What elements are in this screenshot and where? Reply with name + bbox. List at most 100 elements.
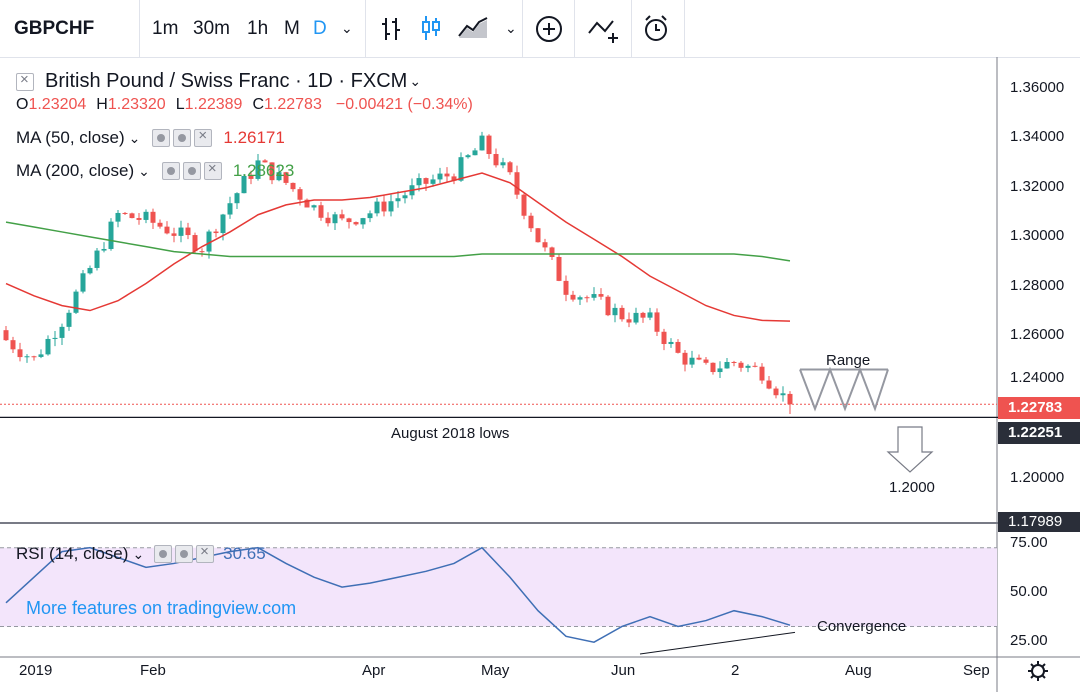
- collapse-icon[interactable]: [16, 71, 34, 91]
- candle-body: [451, 176, 457, 181]
- candle-body: [297, 189, 303, 200]
- candle-body: [724, 361, 730, 369]
- candle-body: [437, 173, 443, 180]
- candle-body: [367, 213, 373, 219]
- candle-body: [52, 337, 58, 339]
- eye-icon[interactable]: [154, 545, 173, 563]
- candle-body: [143, 211, 149, 220]
- candle-body: [150, 211, 156, 223]
- candle-body: [787, 393, 793, 405]
- toolbar-divider: [522, 0, 523, 57]
- interval-1m[interactable]: 1m: [152, 17, 179, 39]
- watermark-link[interactable]: More features on tradingview.com: [26, 598, 297, 618]
- candle-body: [654, 312, 660, 332]
- series-title[interactable]: British Pound / Swiss Franc · 1D · FXCM: [45, 70, 408, 92]
- gear-icon[interactable]: [175, 545, 194, 563]
- price-tick: 1.28000: [1010, 277, 1065, 294]
- candle-body: [45, 338, 51, 355]
- candle-body: [710, 362, 716, 373]
- candle-body: [178, 227, 184, 236]
- candle-body: [283, 172, 289, 183]
- candle-body: [199, 251, 205, 253]
- high-label: H: [96, 96, 108, 113]
- candle-body: [563, 280, 569, 295]
- rsi-label[interactable]: RSI (14, close): [16, 544, 129, 563]
- candle-body: [528, 215, 534, 229]
- price-tick: 1.30000: [1010, 227, 1065, 244]
- candle-body: [472, 150, 478, 156]
- time-tick: 2: [731, 662, 740, 679]
- candle-body: [717, 368, 723, 373]
- candle-body: [556, 256, 562, 281]
- ma50-label[interactable]: MA (50, close): [16, 128, 125, 147]
- candle-body: [17, 349, 23, 358]
- candle-body: [388, 201, 394, 212]
- close-icon[interactable]: [203, 160, 222, 180]
- interval-month[interactable]: M: [284, 17, 300, 39]
- interval-day[interactable]: D: [313, 17, 327, 39]
- candle-body: [234, 193, 240, 204]
- ma50-value: 1.26171: [223, 128, 285, 147]
- price-tick: 1.34000: [1010, 128, 1065, 145]
- symbol-search[interactable]: GBPCHF: [14, 17, 95, 39]
- candle-body: [633, 312, 639, 323]
- candle-body: [500, 162, 506, 166]
- candle-body: [619, 307, 625, 320]
- range-annotation: Range: [826, 352, 871, 369]
- high-value: 1.23320: [107, 96, 166, 113]
- candle-body: [752, 365, 758, 367]
- candles-style-icon[interactable]: [420, 14, 442, 42]
- ma200-label[interactable]: MA (200, close): [16, 161, 135, 180]
- chevron-down-icon[interactable]: ⌄: [132, 545, 145, 562]
- chevron-down-icon[interactable]: ⌄: [409, 73, 422, 89]
- candle-body: [416, 178, 422, 186]
- convergence-annotation: Convergence: [817, 618, 907, 635]
- candle-body: [661, 331, 667, 345]
- close-icon[interactable]: [194, 127, 213, 147]
- candle-body: [94, 250, 100, 268]
- area-style-icon[interactable]: [457, 16, 489, 42]
- chevron-down-icon[interactable]: ⌄: [505, 20, 517, 36]
- candle-body: [325, 217, 331, 224]
- eye-icon[interactable]: [152, 129, 171, 147]
- alert-icon[interactable]: [642, 14, 672, 44]
- settings-gear-icon[interactable]: [1027, 660, 1049, 682]
- eye-icon[interactable]: [161, 162, 180, 180]
- time-tick: May: [481, 662, 510, 679]
- candle-body: [276, 172, 282, 181]
- interval-30m[interactable]: 30m: [193, 17, 230, 39]
- candle-body: [668, 341, 674, 345]
- interval-1h[interactable]: 1h: [247, 17, 269, 39]
- chart-canvas[interactable]: [0, 57, 1080, 692]
- candle-body: [101, 248, 107, 251]
- chevron-down-icon[interactable]: ⌄: [138, 162, 150, 179]
- candle-body: [766, 380, 772, 389]
- open-value: 1.23204: [28, 96, 87, 113]
- candle-body: [745, 365, 751, 368]
- low-value: 1.22389: [184, 96, 243, 113]
- open-label: O: [16, 96, 29, 113]
- close-label: C: [252, 96, 265, 113]
- rsi-legend: RSI (14, close) ⌄ 30.65: [16, 543, 266, 564]
- gear-icon[interactable]: [182, 162, 201, 180]
- rsi-tick: 50.00: [1010, 583, 1048, 600]
- candle-body: [780, 393, 786, 396]
- bars-style-icon[interactable]: [380, 16, 404, 42]
- candle-body: [206, 231, 212, 252]
- candle-body: [486, 135, 492, 155]
- close-icon[interactable]: [196, 543, 215, 563]
- rsi-line: [5, 546, 791, 644]
- candle-body: [115, 212, 121, 222]
- candle-body: [213, 231, 219, 234]
- gear-icon[interactable]: [173, 129, 192, 147]
- low-label: L: [175, 96, 185, 113]
- add-indicator-icon[interactable]: [535, 15, 563, 43]
- time-tick: Apr: [362, 662, 386, 679]
- compare-icon[interactable]: [587, 15, 621, 43]
- chevron-down-icon[interactable]: ⌄: [341, 20, 353, 36]
- candle-body: [66, 312, 72, 327]
- chevron-down-icon[interactable]: ⌄: [128, 129, 141, 146]
- candle-body: [738, 362, 744, 368]
- candle-body: [360, 218, 366, 225]
- candle-body: [311, 205, 317, 208]
